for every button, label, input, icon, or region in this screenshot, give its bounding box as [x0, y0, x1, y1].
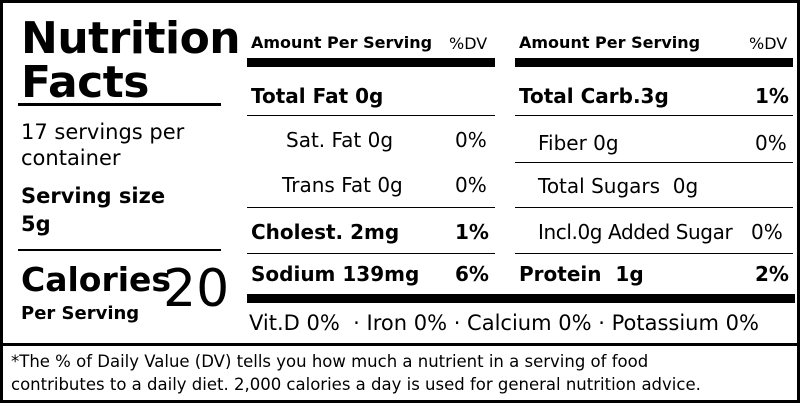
right-row-total-carb: Total Carb.3g [519, 84, 669, 108]
divider-serving [18, 249, 221, 251]
left-divider-3 [247, 253, 495, 254]
left-row-sodium: Sodium 139mg [251, 262, 420, 286]
right-thick-bar [515, 58, 793, 67]
right-row-total-carb-dv: 1% [755, 84, 789, 108]
divider-title [18, 103, 221, 106]
left-row-total-fat: Total Fat 0g [251, 84, 384, 108]
left-row-cholesterol-dv: 1% [455, 220, 489, 244]
right-dv-header: %DV [749, 34, 788, 53]
title-line-2: Facts [21, 57, 149, 108]
vitamins-line: Vit.D 0% · Iron 0% · Calcium 0% · Potass… [249, 311, 759, 335]
footnote-line-1: *The % of Daily Value (DV) tells you how… [11, 352, 649, 371]
right-divider-3 [515, 207, 793, 208]
right-row-added-sugar-dv: 0% [751, 220, 783, 244]
left-thick-bar [247, 58, 495, 67]
serving-size-value: 5g [21, 212, 51, 236]
serving-size-label: Serving size [21, 184, 166, 208]
servings-line-2: container [21, 146, 121, 170]
right-divider-1 [515, 115, 793, 116]
left-row-sodium-dv: 6% [455, 262, 489, 286]
servings-line-1: 17 servings per [21, 120, 185, 144]
left-row-trans-fat-dv: 0% [455, 173, 487, 197]
left-divider-1 [247, 115, 495, 116]
left-header: Amount Per Serving [251, 33, 433, 52]
bottom-thick-bar [247, 294, 795, 303]
left-divider-2 [247, 207, 495, 208]
calories-label: Calories [21, 260, 172, 299]
footnote-line-2: contributes to a daily diet. 2,000 calor… [11, 375, 701, 394]
left-dv-header: %DV [449, 34, 488, 53]
right-divider-4 [515, 253, 793, 254]
right-row-protein-dv: 2% [755, 262, 789, 286]
footer-divider [3, 343, 800, 346]
right-divider-2 [515, 162, 793, 163]
left-row-cholesterol: Cholest. 2mg [251, 220, 400, 244]
right-row-fiber-dv: 0% [755, 131, 787, 155]
right-row-added-sugar: Incl.0g Added Sugar [538, 220, 733, 244]
right-row-fiber: Fiber 0g [538, 131, 619, 155]
calories-sub: Per Serving [21, 303, 140, 324]
left-row-trans-fat: Trans Fat 0g [282, 173, 403, 197]
left-row-sat-fat-dv: 0% [455, 128, 487, 152]
title-line-1: Nutrition [21, 13, 241, 64]
right-row-total-sugars: Total Sugars 0g [538, 174, 699, 198]
left-row-sat-fat: Sat. Fat 0g [286, 128, 394, 152]
calories-value: 20 [163, 259, 230, 319]
right-row-protein: Protein 1g [519, 262, 644, 286]
right-header: Amount Per Serving [519, 33, 701, 52]
